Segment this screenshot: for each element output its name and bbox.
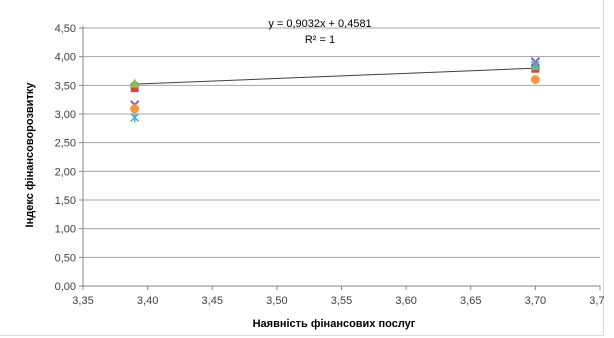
x-tick-label: 3,40 bbox=[137, 295, 158, 307]
x-tick-labels: 3,35 3,40 3,45 3,50 3,55 3,60 3,65 3,70 3,75 bbox=[72, 295, 604, 307]
y-tick-label: 4,00 bbox=[55, 52, 76, 64]
r-squared-label: R² = 1 bbox=[305, 34, 335, 46]
y-tick-label: 1,00 bbox=[55, 224, 76, 236]
data-point-circle bbox=[130, 104, 140, 114]
trendline-group bbox=[134, 67, 536, 85]
data-point-square bbox=[130, 84, 139, 93]
x-tick-label: 3,45 bbox=[202, 295, 223, 307]
gridlines bbox=[83, 27, 600, 258]
y-tick-labels: 0,00 0,50 1,00 1,50 2,00 2,50 3,00 3,50 4,00 4,50 bbox=[55, 23, 76, 293]
y-axis-title: Індекс фінансоворозвитку bbox=[24, 82, 36, 228]
x-axis-title: Наявність фінансових послуг bbox=[253, 318, 416, 330]
x-tick-label: 3,55 bbox=[331, 295, 352, 307]
axes bbox=[79, 26, 601, 290]
y-tick-label: 3,00 bbox=[55, 109, 76, 121]
y-tick-label: 3,50 bbox=[55, 80, 76, 92]
scatter-chart: 0,00 0,50 1,00 1,50 2,00 2,50 3,00 3,50 4,00 4,50… bbox=[24, 18, 604, 330]
trendline bbox=[134, 67, 536, 85]
y-tick-label: 2,50 bbox=[55, 138, 76, 150]
trendline-equation: y = 0,9032x + 0,4581 bbox=[268, 18, 371, 30]
data-point-star bbox=[130, 112, 140, 123]
data-point-star bbox=[530, 60, 540, 71]
data-point-triangle bbox=[129, 78, 140, 88]
x-tick-label: 3,75 bbox=[589, 295, 604, 307]
chart-area: 0,00 0,50 1,00 1,50 2,00 2,50 3,00 3,50 4,00 4,50… bbox=[0, 0, 604, 336]
data-point-circle bbox=[530, 75, 540, 85]
x-tick-label: 3,65 bbox=[460, 295, 481, 307]
y-tick-label: 0,50 bbox=[55, 252, 76, 264]
y-tick-label: 1,50 bbox=[55, 195, 76, 207]
x-tick-label: 3,50 bbox=[266, 295, 287, 307]
data-points bbox=[129, 57, 541, 123]
x-tick-label: 3,70 bbox=[525, 295, 546, 307]
x-tick-label: 3,35 bbox=[72, 295, 93, 307]
y-tick-label: 4,50 bbox=[55, 23, 76, 35]
x-tick-label: 3,60 bbox=[395, 295, 416, 307]
y-tick-label: 2,00 bbox=[55, 166, 76, 178]
y-tick-label: 0,00 bbox=[55, 281, 76, 293]
